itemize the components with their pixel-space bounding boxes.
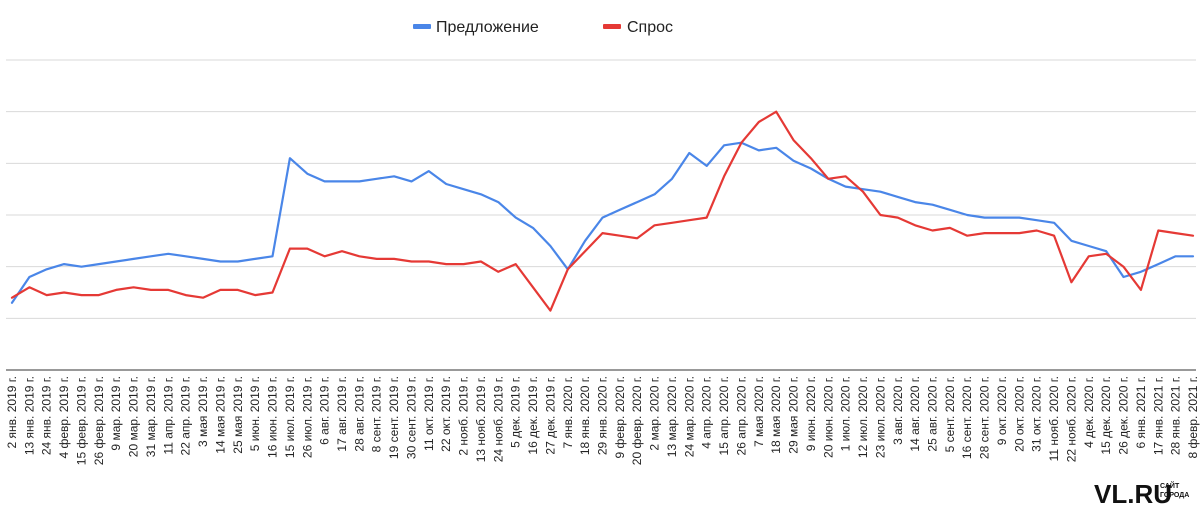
x-tick-label: 24 нояб. 2019 г. — [491, 376, 505, 462]
x-tick-label: 20 февр. 2020 г. — [630, 376, 644, 465]
series-line-supply — [10, 141, 1195, 304]
x-tick-label: 2 янв. 2019 г. — [5, 376, 19, 448]
x-tick-label: 24 янв. 2019 г. — [40, 376, 54, 455]
x-tick-label: 1 июл. 2020 г. — [839, 376, 853, 451]
x-tick-label: 5 сент. 2020 г. — [943, 376, 957, 452]
x-tick-label: 15 дек. 2020 г. — [1099, 376, 1113, 455]
x-tick-label: 27 дек. 2019 г. — [543, 376, 557, 455]
x-tick-label: 26 дек. 2020 г. — [1117, 376, 1131, 455]
x-tick-label: 16 сент. 2020 г. — [960, 376, 974, 459]
x-tick-label: 29 янв. 2020 г. — [596, 376, 610, 455]
x-tick-label: 15 февр. 2019 г. — [75, 376, 89, 465]
x-tick-label: 2 мар. 2020 г. — [648, 376, 662, 451]
x-tick-label: 4 дек. 2020 г. — [1082, 376, 1096, 448]
x-tick-label: 22 нояб. 2020 г. — [1064, 376, 1078, 462]
chart-legend: Предложение Спрос — [413, 19, 673, 36]
x-tick-label: 15 апр. 2020 г. — [717, 376, 731, 455]
x-tick-label: 31 окт. 2020 г. — [1030, 376, 1044, 452]
x-tick-label: 24 мар. 2020 г. — [682, 376, 696, 457]
x-tick-label: 9 мар. 2019 г. — [109, 376, 123, 451]
x-tick-label: 3 авг. 2020 г. — [891, 376, 905, 445]
x-tick-label: 4 апр. 2020 г. — [700, 376, 714, 449]
x-tick-label: 6 янв. 2021 г. — [1134, 376, 1148, 448]
x-tick-label: 17 янв. 2021 г. — [1151, 376, 1165, 455]
x-tick-label: 9 февр. 2020 г. — [613, 376, 627, 459]
x-tick-label: 11 апр. 2019 г. — [161, 376, 175, 455]
x-tick-label: 5 дек. 2019 г. — [509, 376, 523, 448]
series-lines — [10, 110, 1195, 312]
x-tick-label: 13 янв. 2019 г. — [22, 376, 36, 455]
x-tick-label: 18 янв. 2020 г. — [578, 376, 592, 455]
x-tick-label: 5 июн. 2019 г. — [248, 376, 262, 451]
x-tick-label: 6 авг. 2019 г. — [318, 376, 332, 445]
x-tick-label: 3 мая 2019 г. — [196, 376, 210, 447]
x-tick-label: 11 нояб. 2020 г. — [1047, 376, 1061, 461]
x-tick-label: 26 февр. 2019 г. — [92, 376, 106, 465]
legend-label-demand: Спрос — [627, 19, 673, 36]
x-tick-label: 8 сент. 2019 г. — [370, 376, 384, 452]
x-tick-label: 22 окт. 2019 г. — [439, 376, 453, 452]
x-tick-label: 15 июл. 2019 г. — [283, 376, 297, 458]
watermark-bottom: ГОРОДА — [1160, 492, 1189, 499]
x-tick-label: 19 сент. 2019 г. — [387, 376, 401, 459]
x-tick-label: 7 янв. 2020 г. — [561, 376, 575, 448]
x-tick-label: 12 июл. 2020 г. — [856, 376, 870, 458]
x-tick-label: 7 мая 2020 г. — [752, 376, 766, 447]
x-tick-label: 14 авг. 2020 г. — [908, 376, 922, 452]
x-tick-label: 25 мая 2019 г. — [231, 376, 245, 454]
x-tick-label: 23 июл. 2020 г. — [873, 376, 887, 458]
vl-ru-logo: VL.RU САЙТ ГОРОДА — [1094, 479, 1189, 509]
x-tick-label: 30 сент. 2019 г. — [405, 376, 419, 459]
x-tick-label: 4 февр. 2019 г. — [57, 376, 71, 459]
x-tick-label: 26 июл. 2019 г. — [300, 376, 314, 458]
x-tick-label: 28 сент. 2020 г. — [978, 376, 992, 459]
x-tick-label: 18 мая 2020 г. — [769, 376, 783, 454]
x-tick-label: 17 авг. 2019 г. — [335, 376, 349, 452]
x-tick-label: 14 мая 2019 г. — [213, 376, 227, 454]
x-tick-label: 11 окт. 2019 г. — [422, 376, 436, 451]
x-tick-label: 28 авг. 2019 г. — [352, 376, 366, 452]
x-tick-label: 9 окт. 2020 г. — [995, 376, 1009, 445]
legend-swatch-demand — [603, 24, 621, 29]
x-tick-label: 20 окт. 2020 г. — [1012, 376, 1026, 452]
x-tick-label: 16 июн. 2019 г. — [266, 376, 280, 458]
x-tick-label: 26 апр. 2020 г. — [734, 376, 748, 455]
x-tick-label: 22 апр. 2019 г. — [179, 376, 193, 455]
x-tick-label: 25 авг. 2020 г. — [926, 376, 940, 452]
x-tick-label: 16 дек. 2019 г. — [526, 376, 540, 455]
x-tick-label: 28 янв. 2021 г. — [1169, 376, 1183, 455]
x-tick-label: 29 мая 2020 г. — [787, 376, 801, 454]
series-line-demand — [10, 110, 1195, 312]
grid-lines — [6, 59, 1196, 319]
x-tick-label: 20 июн. 2020 г. — [821, 376, 835, 458]
legend-label-supply: Предложение — [436, 19, 539, 36]
x-tick-label: 2 нояб. 2019 г. — [457, 376, 471, 456]
x-tick-label: 9 июн. 2020 г. — [804, 376, 818, 451]
x-axis-tick-labels: 2 янв. 2019 г. 13 янв. 2019 г. 24 янв. 201… — [5, 376, 1200, 465]
x-tick-label: 13 мар. 2020 г. — [665, 376, 679, 457]
x-tick-label: 8 февр. 2021 г. — [1186, 376, 1200, 459]
x-tick-label: 31 мар. 2019 г. — [144, 376, 158, 457]
watermark-top: САЙТ — [1160, 481, 1180, 490]
x-tick-label: 13 нояб. 2019 г. — [474, 376, 488, 462]
x-tick-label: 20 мар. 2019 г. — [127, 376, 141, 457]
legend-swatch-supply — [413, 24, 431, 29]
watermark-main: VL.RU — [1094, 479, 1172, 509]
